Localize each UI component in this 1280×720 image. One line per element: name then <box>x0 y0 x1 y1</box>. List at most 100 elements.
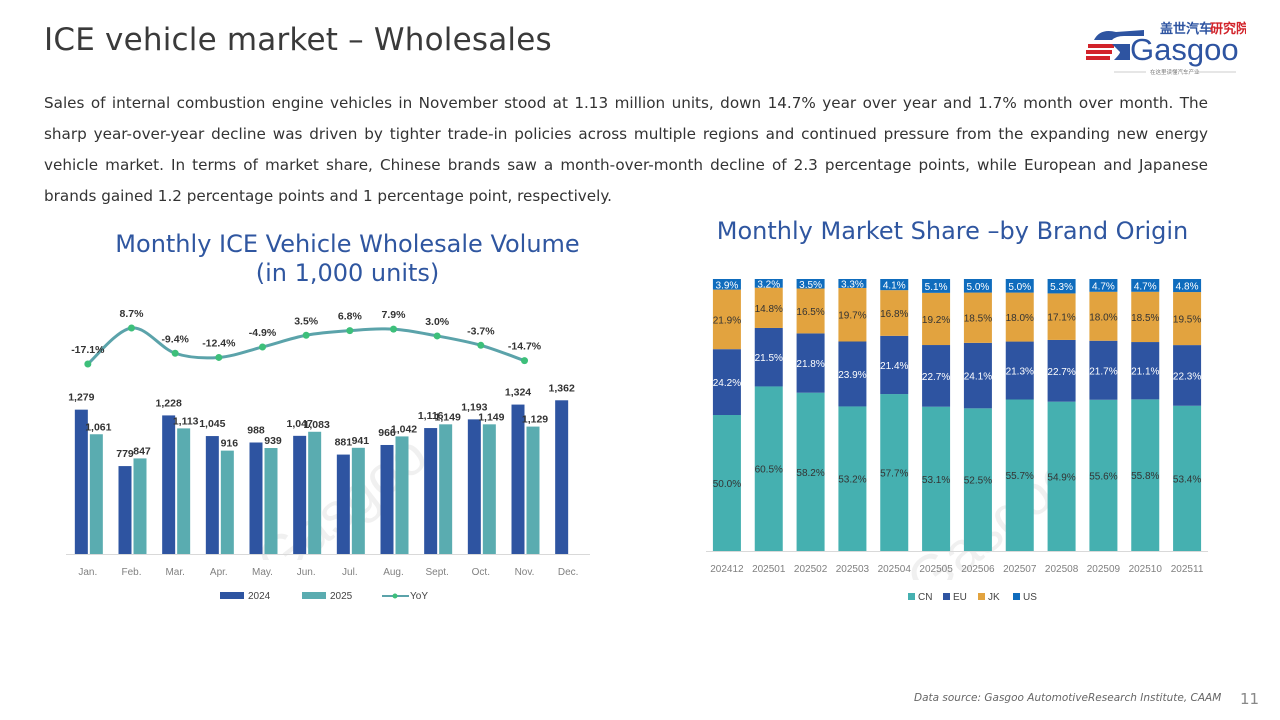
segment-value-label-cn: 52.5% <box>964 476 992 487</box>
bar-2025 <box>351 447 365 554</box>
segment-value-label-jk: 18.5% <box>964 314 992 325</box>
x-tick-label: 202412 <box>710 564 744 575</box>
segment-value-label-us: 4.8% <box>1176 282 1199 293</box>
segment-value-label-us: 3.9% <box>716 280 739 291</box>
segment-value-label-jk: 21.9% <box>713 315 741 326</box>
bar-segment-us <box>1047 279 1076 294</box>
bar-2024-value-label: 1,362 <box>549 382 575 394</box>
logo-cn-name: 盖世汽车 <box>1160 21 1212 36</box>
bar-segment-jk <box>1047 293 1076 340</box>
bar-segment-jk <box>796 288 825 334</box>
yoy-point <box>215 353 223 361</box>
data-source-note: Data source: Gasgoo AutomotiveResearch I… <box>914 692 1222 704</box>
segment-value-label-eu: 21.8% <box>796 359 824 370</box>
segment-value-label-us: 4.7% <box>1134 281 1157 292</box>
bar-segment-cn <box>880 394 909 551</box>
yoy-value-label: 3.5% <box>294 315 319 327</box>
x-tick-label: Dec. <box>558 567 579 578</box>
segment-value-label-jk: 18.0% <box>1089 312 1117 323</box>
yoy-point <box>346 327 354 335</box>
legend-2025-label: 2025 <box>330 591 353 602</box>
bar-2025-value-label: 847 <box>133 445 151 457</box>
segment-value-label-cn: 55.6% <box>1089 471 1117 482</box>
bar-segment-jk <box>1089 291 1118 341</box>
segment-value-label-cn: 53.4% <box>1173 474 1201 485</box>
bar-segment-jk <box>754 287 783 328</box>
bar-segment-jk <box>1173 292 1202 346</box>
wholesale-chart-title-line2: (in 1,000 units) <box>255 259 440 287</box>
yoy-point <box>259 343 266 351</box>
segment-value-label-cn: 55.8% <box>1131 471 1159 482</box>
bar-segment-eu <box>1005 341 1034 400</box>
x-tick-label: Apr. <box>210 567 228 578</box>
x-tick-label: 202504 <box>878 564 912 575</box>
segment-value-label-cn: 60.5% <box>755 465 783 476</box>
bar-segment-cn <box>1173 405 1202 551</box>
bar-segment-us <box>796 279 825 289</box>
segment-value-label-us: 4.7% <box>1092 281 1115 292</box>
segment-value-label-jk: 16.5% <box>796 307 824 318</box>
bar-2025 <box>395 436 409 554</box>
segment-value-label-us: 3.5% <box>799 280 822 291</box>
bar-segment-eu <box>712 349 741 415</box>
segment-value-label-us: 5.0% <box>967 282 990 293</box>
x-tick-label: Nov. <box>515 567 535 578</box>
page-title: ICE vehicle market – Wholesales <box>44 22 552 58</box>
bar-2024 <box>380 444 394 554</box>
bar-segment-us <box>1005 279 1034 293</box>
bar-2024 <box>162 415 176 554</box>
x-tick-label: 202501 <box>752 564 786 575</box>
legend-label-us: US <box>1023 592 1037 603</box>
x-tick-label: 202508 <box>1045 564 1079 575</box>
bar-segment-cn <box>922 406 951 551</box>
bar-segment-us <box>754 279 783 288</box>
bar-segment-cn <box>1089 399 1118 551</box>
bar-segment-us <box>1089 279 1118 292</box>
x-tick-label: 202507 <box>1003 564 1037 575</box>
bar-2025 <box>89 434 103 554</box>
bar-segment-us <box>880 279 909 291</box>
segment-value-label-eu: 21.1% <box>1131 367 1159 378</box>
legend-2025-swatch <box>302 592 326 599</box>
segment-value-label-eu: 24.2% <box>713 378 741 389</box>
segment-value-label-cn: 53.2% <box>838 475 866 486</box>
yoy-point <box>521 357 528 365</box>
segment-value-label-cn: 50.0% <box>713 479 741 490</box>
bar-2025 <box>308 431 322 554</box>
yoy-value-label: 7.9% <box>382 309 407 321</box>
legend-swatch-eu <box>943 593 950 600</box>
bar-2024 <box>336 454 350 554</box>
legend-swatch-cn <box>908 593 915 600</box>
bar-2025-value-label: 916 <box>221 438 239 450</box>
gasgoo-logo: 盖世汽车 研究院 Gasgoo 在这里读懂汽车产业 <box>1086 21 1246 76</box>
bar-segment-us <box>712 279 741 290</box>
logo-wordmark: Gasgoo <box>1130 32 1239 67</box>
bar-2025 <box>220 450 234 554</box>
bar-segment-us <box>1173 279 1202 293</box>
logo-tagline: 在这里读懂汽车产业 <box>1150 68 1200 76</box>
bar-2025 <box>264 448 278 554</box>
bar-2025-value-label: 1,061 <box>85 421 111 433</box>
segment-value-label-jk: 18.0% <box>1006 313 1034 324</box>
yoy-value-label: -12.4% <box>202 337 236 349</box>
yoy-value-label: -14.7% <box>508 341 542 353</box>
x-tick-label: Mar. <box>165 567 184 578</box>
bar-segment-us <box>838 279 867 288</box>
segment-value-label-jk: 19.5% <box>1173 315 1201 326</box>
legend-2024-label: 2024 <box>248 591 271 602</box>
segment-value-label-cn: 53.1% <box>922 475 950 486</box>
bar-segment-eu <box>880 335 909 395</box>
segment-value-label-jk: 19.7% <box>838 311 866 322</box>
segment-value-label-jk: 19.2% <box>922 315 950 326</box>
segment-value-label-jk: 14.8% <box>755 304 783 315</box>
segment-value-label-eu: 22.7% <box>922 372 950 383</box>
bar-segment-cn <box>1131 399 1160 551</box>
bar-2025-value-label: 1,129 <box>522 414 548 426</box>
bar-2025 <box>526 426 540 554</box>
yoy-point <box>433 332 441 340</box>
yoy-value-label: -17.1% <box>71 344 105 356</box>
bar-2025-value-label: 1,149 <box>478 411 504 423</box>
bar-2024 <box>205 436 219 554</box>
wholesale-chart-title: Monthly ICE Vehicle Wholesale Volume (in… <box>100 230 595 288</box>
bar-segment-eu <box>922 345 951 407</box>
